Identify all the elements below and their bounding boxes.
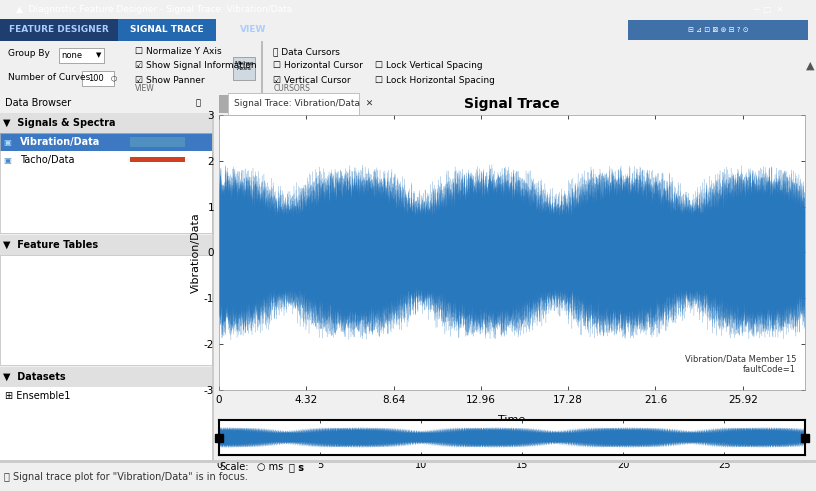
Text: Number of Curves: Number of Curves <box>8 73 91 82</box>
Text: ☑ Show Panner: ☑ Show Panner <box>135 76 204 85</box>
Bar <box>130 157 185 162</box>
Text: CURSORS: CURSORS <box>273 84 310 93</box>
Text: ☐ Lock Vertical Spacing: ☐ Lock Vertical Spacing <box>375 61 483 71</box>
Text: ▣: ▣ <box>3 137 11 146</box>
Text: Time: Time <box>499 415 526 425</box>
Bar <box>233 56 255 80</box>
Bar <box>628 20 808 40</box>
Text: ☐ Horizontal Cursor: ☐ Horizontal Cursor <box>273 61 363 71</box>
Text: VIEW: VIEW <box>240 25 266 34</box>
Text: Vibration/Data: Vibration/Data <box>20 137 100 147</box>
Text: ⬡: ⬡ <box>111 76 118 82</box>
Bar <box>82 71 114 86</box>
Bar <box>0 235 212 255</box>
Bar <box>261 41 263 93</box>
Text: Vibration/Data Member 15
faultCode=1: Vibration/Data Member 15 faultCode=1 <box>685 354 796 374</box>
Text: Data Browser: Data Browser <box>5 98 71 108</box>
Bar <box>130 137 185 147</box>
Bar <box>0 151 212 169</box>
Text: ▲  Diagnostic Feature Designer - Signal Trace: Vibration/Data: ▲ Diagnostic Feature Designer - Signal T… <box>16 5 292 14</box>
Bar <box>228 93 359 115</box>
Text: ☑ Vertical Cursor: ☑ Vertical Cursor <box>273 76 351 85</box>
Text: ☑ Show Signal Information: ☑ Show Signal Information <box>135 61 256 71</box>
Bar <box>0 133 212 233</box>
Text: ○ ms: ○ ms <box>257 462 283 472</box>
Text: ⊟ ⊿ ⊡ ⊠ ⊛ ⊟ ? ⊙: ⊟ ⊿ ⊡ ⊠ ⊛ ⊟ ? ⊙ <box>688 27 748 32</box>
Bar <box>0 19 118 41</box>
Text: ▼  Signals & Spectra: ▼ Signals & Spectra <box>3 118 116 128</box>
Text: FEATURE DESIGNER: FEATURE DESIGNER <box>9 25 109 34</box>
Bar <box>0 367 212 387</box>
Bar <box>0 133 212 233</box>
Bar <box>219 95 228 113</box>
Bar <box>0 133 212 151</box>
Text: none: none <box>61 51 82 59</box>
Text: VIEW: VIEW <box>135 84 154 93</box>
Bar <box>212 93 214 460</box>
Text: ▼  Datasets: ▼ Datasets <box>3 372 65 382</box>
Y-axis label: Vibration/Data: Vibration/Data <box>191 212 201 293</box>
Bar <box>0 387 212 460</box>
Text: Merge
Axes: Merge Axes <box>234 60 254 71</box>
Text: ☐ Lock Horizontal Spacing: ☐ Lock Horizontal Spacing <box>375 76 495 85</box>
Text: 🔍 Signal trace plot for "Vibration/Data" is in focus.: 🔍 Signal trace plot for "Vibration/Data"… <box>4 472 248 482</box>
Bar <box>0 93 214 113</box>
Bar <box>0 113 212 133</box>
Bar <box>0 460 816 463</box>
Bar <box>118 19 216 41</box>
Text: SIGNAL TRACE: SIGNAL TRACE <box>131 25 204 34</box>
Bar <box>0 255 212 365</box>
Text: Signal Trace: Vibration/Data  ✕: Signal Trace: Vibration/Data ✕ <box>234 99 373 108</box>
Text: ▲: ▲ <box>806 61 814 71</box>
Text: ▣: ▣ <box>3 156 11 164</box>
Text: 📌: 📌 <box>196 99 201 108</box>
Title: Signal Trace: Signal Trace <box>464 97 560 111</box>
Text: ─  □  ✕: ─ □ ✕ <box>753 5 783 14</box>
Text: ▼: ▼ <box>96 52 102 58</box>
Text: 100: 100 <box>88 74 104 83</box>
Text: Scale:: Scale: <box>219 462 249 472</box>
Text: ▼  Feature Tables: ▼ Feature Tables <box>3 240 98 250</box>
Text: 🔢 Data Cursors: 🔢 Data Cursors <box>273 47 340 56</box>
Text: Group By: Group By <box>8 50 50 58</box>
Text: ☐ Normalize Y Axis: ☐ Normalize Y Axis <box>135 47 221 56</box>
Text: ⦿ s: ⦿ s <box>289 462 304 472</box>
Text: Tacho/Data: Tacho/Data <box>20 155 74 165</box>
Bar <box>59 48 104 63</box>
Text: ⊞ Ensemble1: ⊞ Ensemble1 <box>5 391 70 401</box>
